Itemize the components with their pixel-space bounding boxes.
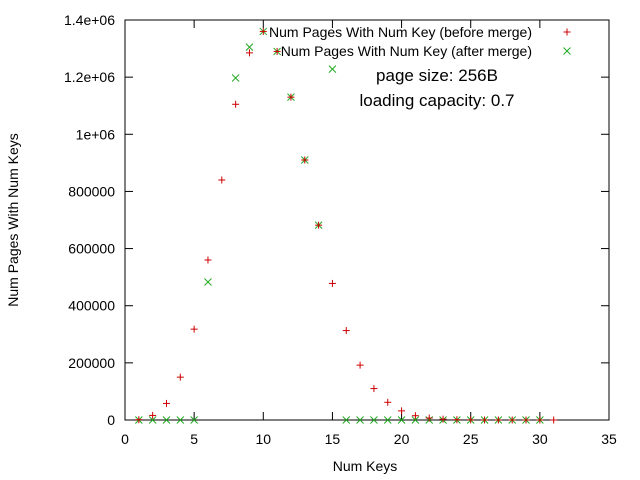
marker-stroke [148,416,157,424]
data-point-after-merge [328,65,337,73]
data-point-before-merge [149,411,157,419]
x-axis-title: Num Keys [333,458,398,474]
data-point-after-merge [383,416,392,424]
data-point-before-merge [508,416,516,424]
marker-stroke [356,416,364,424]
data-point-before-merge [550,416,558,424]
data-point-before-merge [273,47,281,55]
data-point-before-merge [301,156,309,164]
marker-stroke [397,416,406,424]
data-point-before-merge [481,416,489,424]
data-point-after-merge [148,416,157,424]
data-point-before-merge [370,385,378,393]
data-point-after-merge [245,43,254,51]
x-tick-label: 0 [121,431,129,447]
marker-stroke [342,416,351,424]
data-point-before-merge [536,416,544,424]
legend-label-series-before: Num Pages With Num Key (before merge) [269,24,532,40]
annotation-page-size: page size: 256B [376,66,498,85]
data-point-before-merge [328,279,336,287]
marker-stroke [162,416,171,424]
data-point-after-merge [190,416,198,424]
data-point-before-merge [439,415,447,423]
x-tick-label: 5 [190,431,198,447]
x-tick-label: 10 [255,431,271,447]
data-point-after-merge [231,74,240,82]
data-point-before-merge [176,373,184,381]
data-point-before-merge [467,416,475,424]
legend-marker-cross [563,47,571,55]
x-tick-label: 35 [601,431,617,447]
y-tick-label: 200000 [68,355,115,371]
data-point-before-merge [232,100,240,108]
marker-stroke [563,47,571,55]
data-point-before-merge [384,398,392,406]
data-point-before-merge [342,327,350,335]
marker-stroke [383,416,392,424]
data-point-before-merge [218,176,226,184]
data-point-after-merge [204,278,212,286]
x-tick-label: 30 [532,431,548,447]
data-point-after-merge [176,416,185,424]
data-point-before-merge [522,416,530,424]
data-point-before-merge [259,27,267,35]
y-tick-label: 1.4e+06 [64,12,115,28]
y-tick-label: 400000 [68,298,115,314]
axis-ticks: 0 5 10 15 20 25 30 35 0 200000 400000 600000 800000 1… [64,12,617,447]
data-point-after-merge [356,416,364,424]
marker-stroke [176,416,185,424]
marker-stroke [328,65,337,73]
marker-stroke [190,416,198,424]
plot-area-frame [124,19,610,421]
legend-plus-glyph [563,28,571,36]
y-tick-label: 0 [107,412,115,428]
y-tick-label: 600000 [68,241,115,257]
marker-stroke [245,43,254,51]
data-point-before-merge [287,93,295,101]
legend: Num Pages With Num Key (before merge) Nu… [269,24,571,59]
data-point-after-merge [162,416,171,424]
marker-stroke [204,278,212,286]
data-point-before-merge [135,416,143,424]
annotation-loading-capacity: loading capacity: 0.7 [360,91,515,110]
data-point-before-merge [162,399,170,407]
data-point-after-merge [370,416,378,424]
x-tick-label: 20 [394,431,410,447]
x-tick-label: 15 [325,431,341,447]
data-point-before-merge [411,412,419,420]
data-point-before-merge [425,414,433,422]
data-point-after-merge [397,416,406,424]
data-point-before-merge [494,416,502,424]
y-axis-title: Num Pages With Num Keys [5,133,21,307]
legend-cross-glyph [563,47,571,55]
marker-stroke [231,74,240,82]
data-point-before-merge [190,325,198,333]
data-point-before-merge [245,49,253,57]
data-point-before-merge [356,361,364,369]
data-point-before-merge [398,407,406,415]
marker-stroke [370,416,378,424]
data-point-before-merge [204,256,212,264]
data-point-after-merge [342,416,351,424]
data-points [134,27,558,424]
data-point-before-merge [315,221,323,229]
legend-label-series-after: Num Pages With Num Key (after merge) [281,43,532,59]
x-tick-label: 25 [463,431,479,447]
legend-marker-plus [563,28,571,36]
marker-stroke [411,416,420,424]
data-point-after-merge [411,416,420,424]
y-tick-label: 800000 [68,183,115,199]
y-tick-label: 1.2e+06 [64,69,115,85]
y-tick-label: 1e+06 [76,126,116,142]
data-point-before-merge [453,416,461,424]
